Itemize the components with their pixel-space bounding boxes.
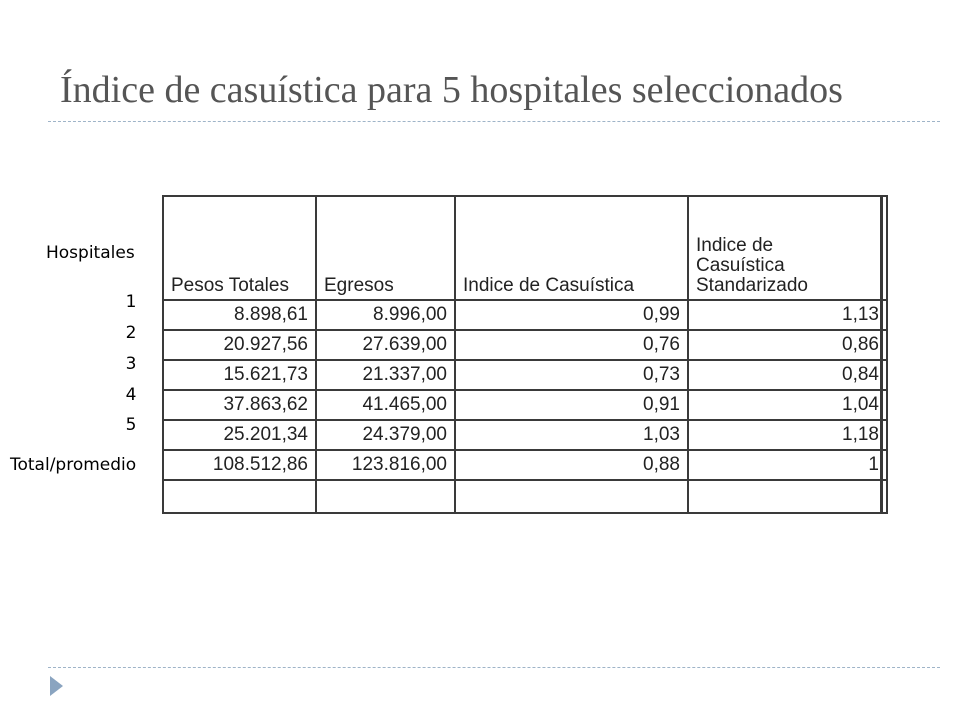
table-cell: 1,18 [687, 418, 888, 451]
table-cell: 41.465,00 [315, 388, 456, 421]
hospital-number: 3 [125, 354, 137, 374]
table-cell: 37.863,62 [162, 388, 317, 421]
header-line: Indice de [696, 234, 774, 256]
table-cell: 24.379,00 [315, 418, 456, 451]
table-cell: 8.996,00 [315, 298, 456, 331]
column-header-egresos: Egresos [315, 195, 456, 301]
table-cell: 1,13 [687, 298, 888, 331]
table-row: 15.621,73 21.337,00 0,73 0,84 [162, 358, 888, 391]
header-line: Standarizado [696, 274, 808, 296]
hospital-number: 5 [125, 415, 137, 435]
table-row: 25.201,34 24.379,00 1,03 1,18 [162, 418, 888, 451]
hospital-number: 1 [125, 292, 137, 312]
header-line: Casuística [696, 254, 785, 276]
table-cell: 21.337,00 [315, 358, 456, 391]
title-divider [48, 121, 940, 122]
table-cell: 0,88 [454, 448, 689, 481]
table-cell-empty [454, 478, 689, 515]
table-cell: 0,73 [454, 358, 689, 391]
table-cell: 0,84 [687, 358, 888, 391]
casuistry-table: Pesos Totales Egresos Indice de Casuísti… [162, 195, 888, 515]
table-cell: 15.621,73 [162, 358, 317, 391]
table-total-row: 108.512,86 123.816,00 0,88 1 [162, 448, 888, 481]
table-row: 37.863,62 41.465,00 0,91 1,04 [162, 388, 888, 421]
table-cell: 1 [687, 448, 888, 481]
slide-title: Índice de casuística para 5 hospitales s… [60, 69, 843, 111]
table-cell: 123.816,00 [315, 448, 456, 481]
total-label: Total/promedio [10, 455, 137, 475]
table-cell: 108.512,86 [162, 448, 317, 481]
column-header-indice-standarizado: Indice de Casuística Standarizado [687, 195, 888, 301]
table-cell-empty [162, 478, 317, 515]
table-cell: 25.201,34 [162, 418, 317, 451]
table-cell-empty [315, 478, 456, 515]
hospital-number: 2 [125, 323, 137, 343]
table-cell: 27.639,00 [315, 328, 456, 361]
table-cell: 20.927,56 [162, 328, 317, 361]
hospitals-header: Hospitales [46, 243, 135, 263]
triangle-bullet-icon [50, 676, 63, 696]
table-row: 8.898,61 8.996,00 0,99 1,13 [162, 298, 888, 331]
table-cell: 8.898,61 [162, 298, 317, 331]
table-cell: 0,76 [454, 328, 689, 361]
table-edge-bar [880, 195, 883, 514]
table-empty-row [162, 478, 888, 515]
column-header-indice-casuistica: Indice de Casuística [454, 195, 689, 301]
table-cell: 1,04 [687, 388, 888, 421]
table-cell: 0,99 [454, 298, 689, 331]
table-cell: 0,86 [687, 328, 888, 361]
hospital-number: 4 [125, 385, 137, 405]
table-header-row: Pesos Totales Egresos Indice de Casuísti… [162, 195, 888, 301]
table-row: 20.927,56 27.639,00 0,76 0,86 [162, 328, 888, 361]
table-cell: 1,03 [454, 418, 689, 451]
footer-divider [48, 667, 940, 668]
table-cell: 0,91 [454, 388, 689, 421]
column-header-pesos-totales: Pesos Totales [162, 195, 317, 301]
table-cell-empty [687, 478, 888, 515]
